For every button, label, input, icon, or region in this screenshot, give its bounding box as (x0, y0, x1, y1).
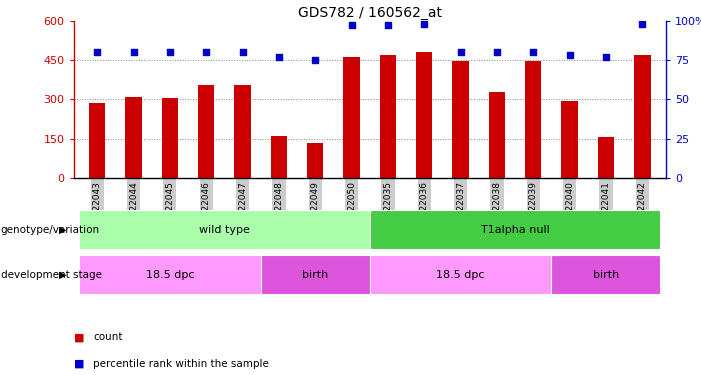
Text: development stage: development stage (1, 270, 102, 280)
Point (382, 22, 393, 28)
Text: 18.5 dpc: 18.5 dpc (437, 270, 485, 280)
Point (455, 49, 466, 55)
Text: ■: ■ (74, 333, 84, 342)
Point (346, 22, 358, 28)
Bar (261, 255, 370, 294)
Text: genotype/variation: genotype/variation (1, 225, 100, 235)
Bar (271, 136, 287, 178)
Point (92, 49, 103, 55)
Bar (79, 255, 261, 294)
Text: ▶: ▶ (59, 270, 67, 280)
Bar (552, 255, 660, 294)
Text: count: count (93, 333, 123, 342)
Point (491, 49, 503, 55)
Bar (307, 143, 323, 178)
Text: percentile rank within the sample: percentile rank within the sample (93, 359, 269, 369)
Point (528, 49, 539, 55)
Bar (125, 97, 142, 178)
Bar (370, 210, 660, 249)
Text: birth: birth (593, 270, 619, 280)
Point (600, 54, 611, 60)
Point (200, 49, 212, 55)
Bar (234, 85, 251, 178)
Text: birth: birth (302, 270, 328, 280)
Bar (162, 98, 178, 178)
Text: ■: ■ (74, 359, 84, 369)
Title: GDS782 / 160562_at: GDS782 / 160562_at (298, 6, 442, 20)
Bar (380, 55, 396, 178)
Bar (416, 52, 433, 178)
Point (128, 49, 139, 55)
Bar (525, 61, 541, 178)
Point (310, 57, 321, 63)
Bar (198, 85, 215, 178)
Point (564, 52, 576, 58)
Bar (598, 138, 614, 178)
Point (637, 21, 648, 27)
Point (237, 49, 248, 55)
Text: 18.5 dpc: 18.5 dpc (146, 270, 194, 280)
Point (164, 49, 175, 55)
Point (418, 21, 430, 27)
Bar (634, 55, 651, 178)
Bar (452, 61, 469, 178)
Bar (562, 101, 578, 178)
Bar (370, 255, 552, 294)
Bar (79, 210, 370, 249)
Text: T1alpha null: T1alpha null (481, 225, 550, 235)
Text: wild type: wild type (199, 225, 250, 235)
Point (273, 54, 285, 60)
Bar (89, 104, 105, 178)
Bar (489, 92, 505, 178)
Bar (343, 57, 360, 178)
Text: ▶: ▶ (59, 225, 67, 235)
